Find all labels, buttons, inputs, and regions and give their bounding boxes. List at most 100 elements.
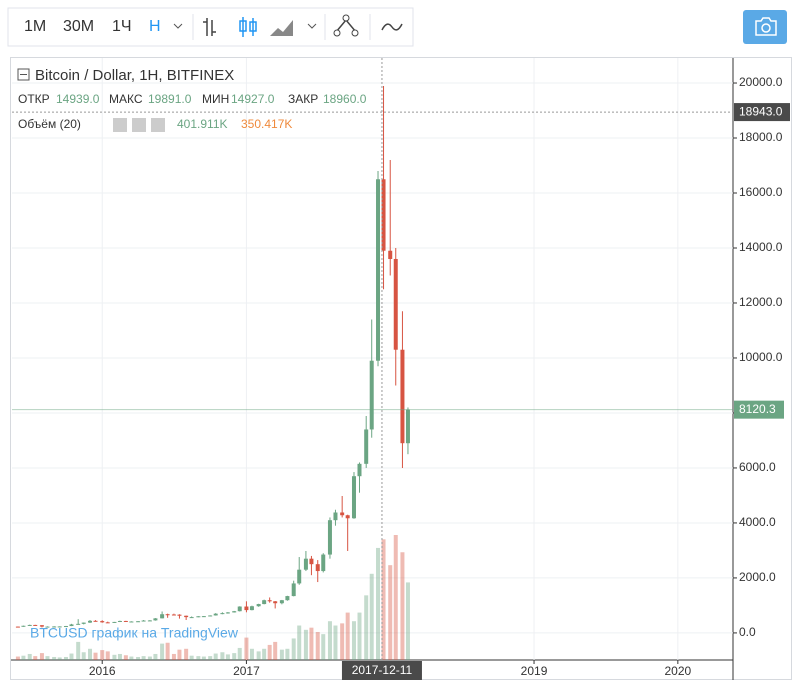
candle-body <box>225 612 230 614</box>
candle-body <box>357 463 362 477</box>
candle-body <box>136 621 141 623</box>
candle-body <box>88 620 93 623</box>
volume-bar <box>88 648 93 660</box>
candle-body <box>196 616 201 618</box>
interval-button[interactable]: 30M <box>63 18 94 35</box>
volume-bar <box>27 653 32 660</box>
ohlc-value: 14939.0 <box>56 92 100 106</box>
x-tick-label: 2016 <box>89 664 116 678</box>
candle-body <box>177 614 182 616</box>
camera-icon <box>755 17 777 36</box>
candle-body <box>21 625 26 627</box>
volume-bar <box>400 552 405 660</box>
candle-body <box>117 620 122 622</box>
interval-button[interactable]: H <box>149 18 161 35</box>
volume-bar <box>273 641 278 660</box>
y-tick-label: 10000.0 <box>739 350 783 364</box>
candle-body <box>400 349 405 444</box>
candle-body <box>45 626 50 628</box>
candle-body <box>340 512 345 516</box>
snapshot-button[interactable] <box>743 10 787 44</box>
volume-bar <box>69 653 74 660</box>
crosshair-date-label: 2017-12-11 <box>352 663 413 677</box>
settings-icon[interactable] <box>113 118 127 132</box>
bars-icon[interactable] <box>203 18 216 36</box>
candle-body <box>171 614 176 616</box>
volume-bar <box>256 651 261 660</box>
indicators-icon <box>333 29 341 37</box>
candle-body <box>256 604 261 607</box>
candle-body <box>315 564 320 572</box>
volume-bar <box>285 648 290 660</box>
volume-bar <box>165 642 170 660</box>
candle-body <box>381 179 386 251</box>
candle-body <box>267 600 272 602</box>
candle-body <box>297 569 302 584</box>
candle-body <box>208 615 213 617</box>
volume-bar <box>100 650 105 660</box>
candle-body <box>303 558 308 570</box>
volume-bar <box>376 547 381 660</box>
volume-bar <box>381 539 386 660</box>
candles-icon[interactable] <box>239 17 257 37</box>
y-tick-label: 16000.0 <box>739 185 783 199</box>
volume-bar <box>81 652 86 660</box>
candle-body <box>244 606 249 611</box>
candle-body <box>237 606 242 612</box>
volume-bar <box>45 656 50 660</box>
candle-body <box>369 360 374 430</box>
area-icon[interactable] <box>270 20 293 36</box>
volume-label: Объём (20) <box>18 117 81 131</box>
candle-body <box>249 606 254 611</box>
ohlc-label: МАКС <box>109 92 143 106</box>
volume-bar <box>357 612 362 660</box>
candle-body <box>201 616 206 618</box>
settings-icon[interactable] <box>132 118 146 132</box>
candle-body <box>321 554 326 572</box>
y-tick-label: 12000.0 <box>739 295 783 309</box>
volume-bar <box>388 565 393 660</box>
volume-bar <box>160 643 165 660</box>
volume-bar <box>52 656 57 660</box>
x-tick-label: 2017 <box>233 664 260 678</box>
interval-button[interactable]: 1Ч <box>112 18 132 35</box>
candle-body <box>160 614 165 619</box>
interval-button[interactable]: 1M <box>24 18 46 35</box>
candle-body <box>52 626 57 628</box>
dropdown-icon[interactable] <box>173 23 183 29</box>
crosshair-price-box <box>734 103 790 122</box>
candle-body <box>33 624 38 626</box>
volume-bar <box>208 656 213 660</box>
y-tick-label: 2000.0 <box>739 570 776 584</box>
toolbar <box>7 7 414 47</box>
ohlc-value: 19891.0 <box>148 92 192 106</box>
candle-body <box>213 613 218 616</box>
candle-body <box>376 179 381 361</box>
volume-bar <box>340 623 345 660</box>
volume-bar <box>244 637 249 660</box>
volume-bar <box>177 649 182 660</box>
candle-body <box>364 429 369 464</box>
close-icon[interactable] <box>151 118 165 132</box>
volume-bar <box>405 582 410 660</box>
candle-body <box>327 520 332 555</box>
volume-bar <box>129 656 134 660</box>
candle-body <box>220 613 225 615</box>
volume-bar <box>15 656 20 660</box>
watermark: BTCUSD график на TradingView <box>30 625 239 641</box>
volume-bar <box>105 651 110 660</box>
crosshair-price-label: 18943.0 <box>739 104 783 118</box>
volume-bar <box>213 653 218 660</box>
ohlc-value: 18960.0 <box>323 92 367 106</box>
ohlc-label: ЗАКР <box>288 92 318 106</box>
volume-bar <box>196 656 201 660</box>
candle-body <box>351 476 356 519</box>
candle-body <box>39 625 44 627</box>
volume-bar <box>171 653 176 660</box>
ohlc-value: 14927.0 <box>231 92 275 106</box>
collapse-icon[interactable] <box>17 68 30 81</box>
compare-icon[interactable] <box>381 23 403 31</box>
dropdown-icon[interactable] <box>307 23 317 29</box>
volume-bar <box>364 595 369 660</box>
